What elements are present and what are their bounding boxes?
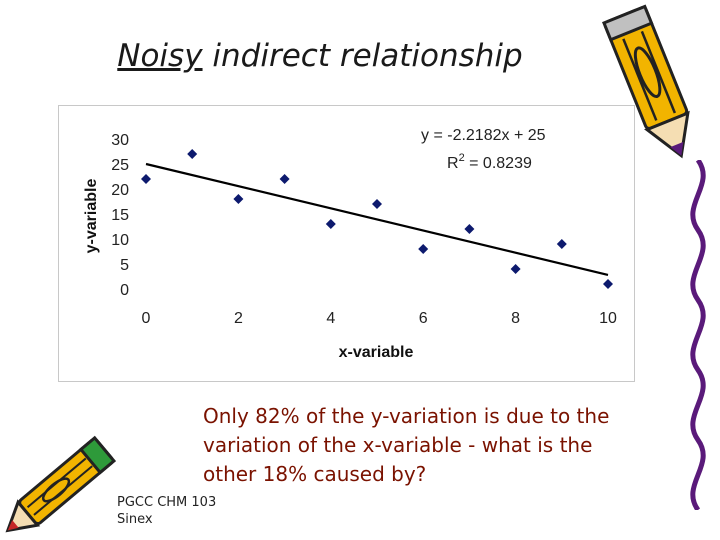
data-point: [372, 199, 382, 209]
r-squared-label: R2 = 0.8239: [447, 152, 532, 172]
trendline: [145, 162, 609, 276]
y-tick-label: 30: [111, 132, 129, 149]
caption-text: Only 82% of the y-variation is due to th…: [203, 404, 610, 486]
title-underlined-word: Noisy: [117, 38, 203, 74]
y-tick-label: 5: [120, 257, 129, 274]
data-point: [187, 149, 198, 159]
y-tick-label: 15: [111, 207, 129, 224]
scatter-chart: y = -2.2182x + 25 R2 = 0.8239 x-variable…: [83, 127, 617, 361]
squiggle-decoration: [690, 160, 706, 510]
x-axis-label: x-variable: [339, 344, 414, 361]
trendline-equation: y = -2.2182x + 25: [421, 127, 546, 144]
page-title: Noisy indirect relationship: [0, 38, 640, 74]
data-point: [556, 239, 567, 249]
chart-frame: y = -2.2182x + 25 R2 = 0.8239 x-variable…: [58, 105, 635, 382]
data-point: [464, 224, 475, 234]
data-point: [279, 174, 290, 184]
x-tick-label: 10: [599, 310, 617, 327]
title-rest: indirect relationship: [202, 38, 523, 74]
y-tick-label: 25: [111, 157, 129, 174]
r-squared-prefix: R: [447, 155, 459, 172]
x-tick-label: 2: [234, 310, 243, 327]
data-point: [141, 174, 151, 184]
r-squared-value: = 0.8239: [465, 155, 532, 172]
x-tick-label: 8: [511, 310, 520, 327]
x-tick-label: 6: [419, 310, 428, 327]
data-point: [233, 194, 244, 204]
x-tick-label: 4: [326, 310, 335, 327]
data-point: [418, 244, 429, 254]
data-point: [325, 219, 336, 229]
data-point: [603, 279, 613, 289]
y-tick-label: 20: [111, 182, 129, 199]
pencil-icon: [602, 4, 690, 159]
x-tick-label: 0: [142, 310, 151, 327]
footer-author: Sinex: [117, 512, 153, 527]
footer: PGCC CHM 103 Sinex: [117, 494, 216, 528]
y-axis-label: y-variable: [83, 179, 100, 254]
footer-course: PGCC CHM 103: [117, 495, 217, 510]
y-tick-label: 0: [120, 282, 129, 299]
pencil-icon: [5, 435, 117, 533]
y-tick-label: 10: [111, 232, 129, 249]
data-point: [510, 264, 521, 274]
r-squared-superscript: 2: [459, 152, 465, 164]
